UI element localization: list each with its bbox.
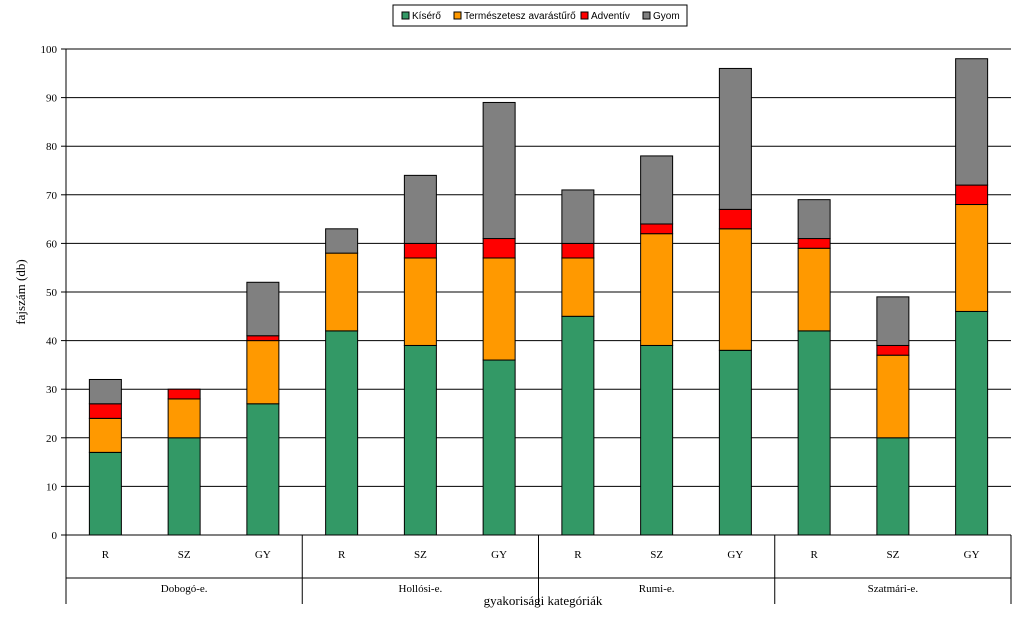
bar-segment-2: [955, 204, 989, 312]
bar-segment-4: [403, 174, 437, 244]
bar-segment-3: [482, 238, 516, 259]
group-label: Dobogó-e.: [161, 583, 208, 595]
x-tick-label: GY: [255, 549, 271, 561]
x-tick-label: R: [810, 549, 818, 561]
bar-segment-3: [403, 242, 437, 259]
bar-segment-2: [246, 340, 280, 405]
y-tick-label: 80: [46, 141, 58, 153]
bar-segment-4: [246, 281, 280, 337]
y-tick-label: 30: [46, 384, 58, 396]
x-tick-label: GY: [727, 549, 743, 561]
y-tick-label: 10: [46, 481, 58, 493]
bar-segment-4: [482, 101, 516, 240]
bar-segment-1: [876, 437, 910, 536]
bar-segment-1: [640, 344, 674, 536]
bar-segment-3: [88, 403, 122, 419]
gridlines: [61, 48, 1011, 536]
bar-segment-2: [876, 354, 910, 439]
bar-segment-4: [561, 189, 595, 244]
legend-label: Adventív: [591, 11, 630, 22]
y-tick-label: 100: [41, 44, 58, 56]
legend-swatch: [642, 11, 651, 20]
y-tick-label: 70: [46, 190, 58, 202]
x-category-labels: R SZ GY R SZ GY R SZ GY R SZ GY Dobogó-e. Hollósi-e. R…: [65, 535, 1012, 604]
bar-segment-4: [955, 58, 989, 186]
legend-box: [392, 4, 688, 27]
y-tick-label: 90: [46, 93, 58, 105]
bar-segment-4: [640, 155, 674, 225]
bar-segment-1: [167, 437, 201, 536]
x-tick-label: GY: [964, 549, 980, 561]
bar-segment-3: [876, 344, 910, 356]
bar-segment-4: [718, 67, 752, 210]
legend-swatch: [580, 11, 589, 20]
group-label: Szatmári-e.: [868, 583, 919, 595]
bar-segment-3: [561, 242, 595, 259]
bar-segment-2: [167, 398, 201, 439]
bar-segment-2: [561, 257, 595, 317]
bar-segment-2: [797, 247, 831, 332]
y-tick-labels: 0 10 20 30 40 50 60 70 80 90 100: [41, 44, 58, 542]
x-tick-label: SZ: [414, 549, 427, 561]
bar-segment-4: [797, 199, 831, 240]
bar-segment-2: [403, 257, 437, 346]
x-tick-label: SZ: [178, 549, 191, 561]
x-axis-label: gyakorisági kategóriák: [484, 593, 603, 608]
bar-segment-1: [403, 344, 437, 536]
y-tick-label: 0: [52, 530, 58, 542]
legend: Kísérő Természetesz avarástűrő Adventív Gyo…: [392, 4, 688, 27]
x-tick-label: R: [338, 549, 346, 561]
y-tick-label: 40: [46, 336, 58, 348]
bar-segment-1: [561, 315, 595, 536]
bar-segment-2: [88, 417, 122, 453]
bar-segment-3: [167, 388, 201, 400]
bar-segment-4: [325, 228, 359, 254]
bar-segment-3: [955, 184, 989, 206]
bar-segment-3: [640, 223, 674, 235]
bar-segment-2: [718, 228, 752, 351]
x-tick-label: SZ: [886, 549, 899, 561]
bar-segment-3: [246, 335, 280, 342]
bar-segment-2: [482, 257, 516, 361]
bar-segment-1: [718, 349, 752, 536]
bar-segment-1: [88, 451, 122, 536]
legend-swatch: [453, 11, 462, 20]
x-tick-label: R: [574, 549, 582, 561]
y-tick-label: 20: [46, 433, 58, 445]
bars: [88, 58, 989, 536]
y-tick-label: 60: [46, 238, 58, 250]
bar-segment-1: [797, 330, 831, 536]
bar-segment-3: [797, 238, 831, 249]
x-tick-label: GY: [491, 549, 507, 561]
group-label: Hollósi-e.: [399, 583, 443, 595]
legend-label: Kísérő: [412, 11, 441, 22]
bar-segment-3: [718, 208, 752, 230]
y-axis-label: fajszám (db): [13, 259, 28, 324]
bar-segment-1: [246, 403, 280, 536]
bar-segment-4: [876, 296, 910, 346]
legend-label: Természetesz avarástűrő: [464, 11, 576, 22]
bar-segment-2: [640, 233, 674, 346]
bar-segment-2: [325, 252, 359, 332]
group-label: Rumi-e.: [639, 583, 675, 595]
y-tick-label: 50: [46, 287, 58, 299]
legend-swatch: [401, 11, 410, 20]
x-tick-label: R: [102, 549, 110, 561]
bar-segment-1: [482, 359, 516, 536]
legend-label: Gyom: [653, 11, 680, 22]
x-tick-label: SZ: [650, 549, 663, 561]
bar-segment-1: [955, 310, 989, 536]
bar-segment-1: [325, 330, 359, 536]
bar-segment-4: [88, 378, 122, 405]
